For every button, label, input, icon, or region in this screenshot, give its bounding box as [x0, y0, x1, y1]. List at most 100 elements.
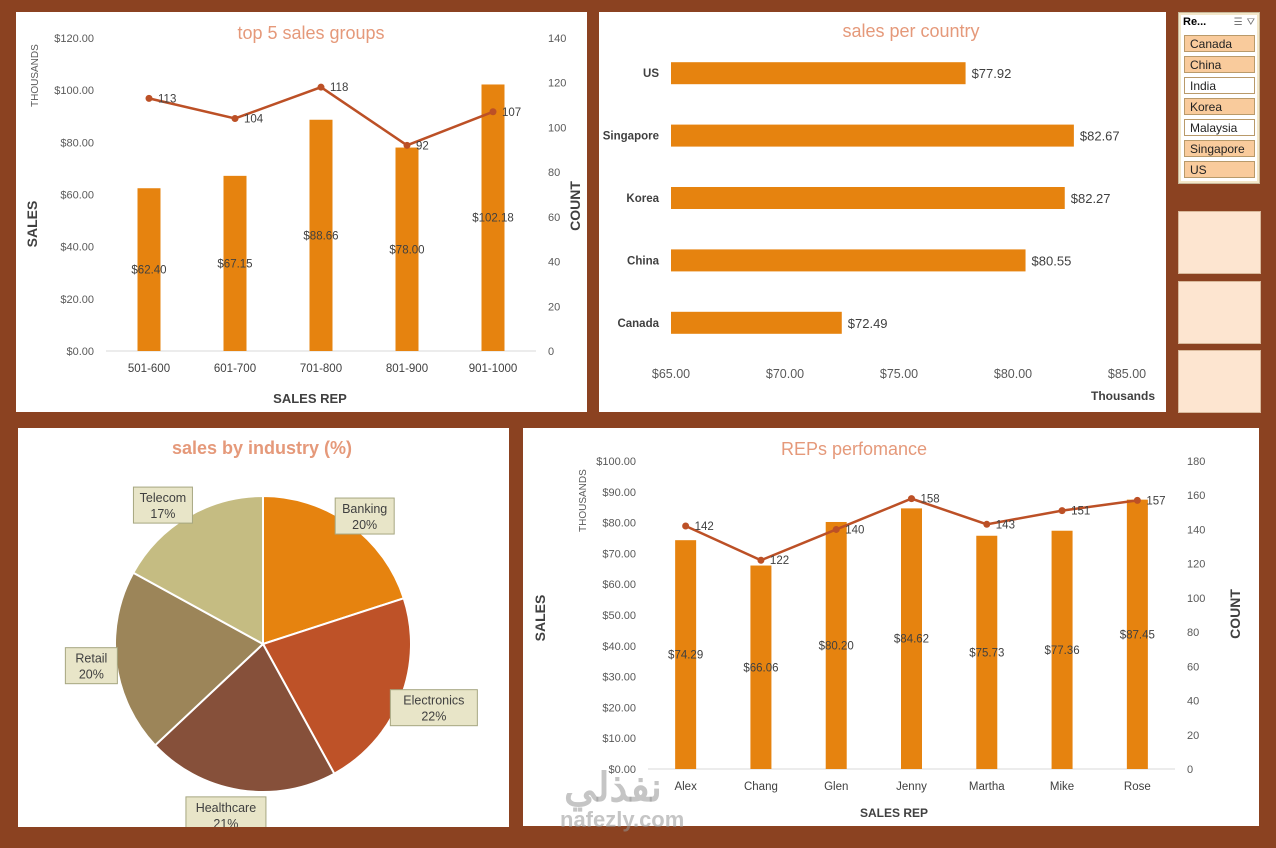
y-tick-label: $0.00: [608, 764, 636, 776]
bar: [223, 175, 247, 351]
y-tick-label: $0.00: [66, 346, 94, 358]
chart-title: top 5 sales groups: [237, 23, 384, 43]
y-category-label: China: [627, 255, 660, 267]
x-tick-label: Alex: [674, 781, 697, 793]
y2-tick-label: 60: [548, 212, 560, 224]
x-tick-label: 501-600: [128, 363, 170, 375]
chart-title: sales per country: [842, 21, 979, 41]
data-label-box: [334, 497, 395, 535]
bar-data-label: $102.18: [472, 213, 514, 225]
x-tick-label: $85.00: [1108, 367, 1146, 381]
line-data-label: 104: [244, 113, 264, 125]
y2-tick-label: 140: [548, 33, 566, 45]
slicer-item-singapore[interactable]: Singapore: [1184, 140, 1255, 157]
y-tick-label: $10.00: [602, 733, 636, 745]
y-tick-label: $70.00: [602, 548, 636, 560]
category-label: Retail: [75, 652, 107, 666]
line-point: [983, 520, 991, 528]
sales-by-industry-chart: sales by industry (%) Banking 20% Electron…: [64, 438, 478, 834]
y-tick-label: $60.00: [60, 190, 94, 202]
bar-data-label: $82.27: [1071, 191, 1111, 206]
line-data-label: 92: [416, 140, 429, 152]
y2-tick-label: 20: [1187, 730, 1199, 742]
category-label: Telecom: [140, 491, 187, 505]
sales-per-country-panel: sales per country Thousands $65.00 $70.00…: [599, 12, 1166, 412]
bar: [750, 565, 772, 769]
units-label: THOUSANDS: [30, 44, 41, 107]
empty-card-2: [1178, 281, 1261, 344]
slicer-header: Re... ☰ ⛛: [1179, 13, 1259, 31]
line-point: [757, 556, 765, 564]
bar: [901, 508, 922, 769]
x-tick-label: Rose: [1124, 781, 1151, 793]
x-tick-label: Mike: [1050, 781, 1074, 793]
y2-tick-label: 140: [1187, 524, 1205, 536]
category-label: Electronics: [403, 694, 464, 708]
data-label-box: [132, 486, 193, 524]
bar: [671, 124, 1074, 147]
y-tick-label: $40.00: [60, 242, 94, 254]
x-tick-label: $75.00: [880, 367, 918, 381]
x-tick-label: Chang: [744, 781, 778, 793]
reps-performance-panel: REPs perfomance THOUSANDS SALES COUNT SA…: [523, 428, 1259, 826]
line-data-label: 107: [502, 107, 521, 119]
line-point: [317, 83, 325, 91]
bar-data-label: $84.62: [894, 634, 929, 646]
bar: [671, 249, 1026, 272]
y2-axis-title: COUNT: [567, 181, 583, 231]
bar: [825, 521, 847, 769]
x-axis-units: Thousands: [1091, 389, 1155, 403]
x-tick-label: $70.00: [766, 367, 804, 381]
y2-tick-label: 60: [1187, 661, 1199, 673]
clear-filter-icon[interactable]: ⛛: [1246, 16, 1255, 28]
line-point: [1058, 507, 1066, 515]
y2-tick-label: 80: [1187, 627, 1199, 639]
bar: [671, 311, 842, 334]
bar: [976, 535, 998, 769]
y-tick-label: $40.00: [602, 641, 636, 653]
bar-data-label: $67.15: [217, 258, 252, 270]
slicer-items: Canada China India Korea Malaysia Singapore US: [1179, 35, 1259, 178]
category-label: Banking: [342, 502, 387, 516]
empty-card-3: [1178, 350, 1261, 413]
y-tick-label: $120.00: [54, 33, 94, 45]
y-category-label: Singapore: [603, 131, 659, 143]
bar-data-label: $80.20: [819, 640, 854, 652]
y-tick-label: $100.00: [596, 456, 636, 468]
line-point: [403, 141, 411, 149]
bar: [1051, 530, 1073, 769]
y2-tick-label: 160: [1187, 490, 1205, 502]
y-tick-label: $80.00: [602, 518, 636, 530]
line-data-label: 113: [158, 93, 176, 105]
percent-label: 22%: [421, 710, 446, 724]
bar: [1126, 499, 1148, 769]
y2-tick-label: 180: [1187, 456, 1205, 468]
line-point: [908, 495, 915, 503]
line-data-label: 118: [330, 82, 348, 94]
slicer-item-korea[interactable]: Korea: [1184, 98, 1255, 115]
slicer-item-canada[interactable]: Canada: [1184, 35, 1255, 52]
y-tick-label: $80.00: [60, 137, 94, 149]
y-category-label: Korea: [626, 193, 659, 205]
x-tick-label: Martha: [969, 781, 1005, 793]
percent-label: 21%: [213, 817, 238, 827]
slicer-item-us[interactable]: US: [1184, 161, 1255, 178]
y-tick-label: $20.00: [60, 294, 94, 306]
y-tick-label: $30.00: [602, 672, 636, 684]
line-point: [832, 525, 840, 533]
y2-tick-label: 100: [1187, 593, 1205, 605]
y-axis-title: SALES: [532, 595, 548, 642]
data-label-box: [185, 796, 267, 834]
slicer-item-india[interactable]: India: [1184, 77, 1255, 94]
bar-data-label: $78.00: [389, 244, 424, 256]
line-data-label: 122: [770, 555, 789, 567]
multi-select-icon[interactable]: ☰: [1233, 16, 1243, 28]
line-point: [231, 114, 239, 122]
slicer-item-malaysia[interactable]: Malaysia: [1184, 119, 1255, 136]
bar-data-label: $72.49: [848, 316, 888, 331]
data-label-box: [389, 689, 478, 727]
slicer-item-china[interactable]: China: [1184, 56, 1255, 73]
x-tick-label: Glen: [824, 781, 848, 793]
x-tick-label: 801-900: [386, 363, 428, 375]
line-point: [145, 94, 153, 102]
